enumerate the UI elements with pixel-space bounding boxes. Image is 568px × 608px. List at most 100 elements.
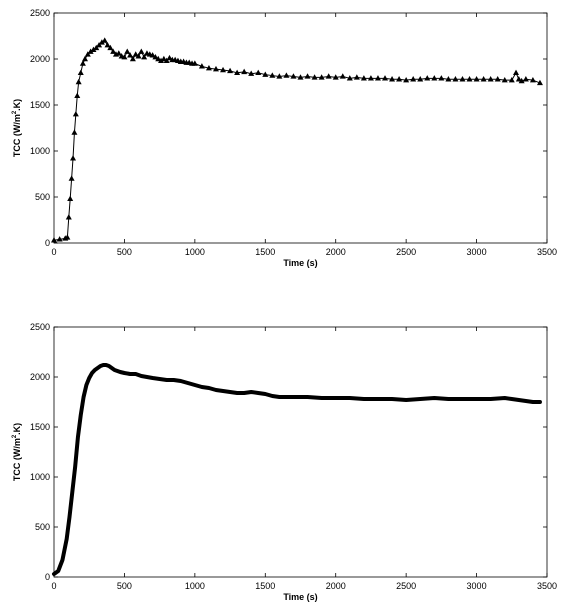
data-point-marker xyxy=(198,63,205,69)
data-point-marker xyxy=(529,76,536,83)
data-point-marker xyxy=(255,69,262,75)
x-axis-label: Time (s) xyxy=(283,592,317,602)
data-point-marker xyxy=(382,75,389,81)
data-point-marker xyxy=(283,72,290,78)
data-point-marker xyxy=(367,75,374,81)
data-point-marker xyxy=(297,74,304,80)
data-point-marker xyxy=(138,48,145,54)
y-axis-label: TCC (W/m2.K) xyxy=(12,99,22,157)
x-tick-label: 3500 xyxy=(537,247,557,257)
data-point-marker xyxy=(107,44,114,51)
x-tick-label: 1500 xyxy=(255,581,275,591)
data-point-marker xyxy=(417,76,424,82)
data-point-marker xyxy=(87,48,94,54)
x-tick-label: 2500 xyxy=(396,581,416,591)
data-point-marker xyxy=(227,67,234,74)
data-point-marker xyxy=(515,76,522,82)
data-point-marker xyxy=(304,73,311,79)
data-point-marker xyxy=(241,68,248,75)
data-point-marker xyxy=(339,73,346,79)
series-trace xyxy=(53,40,541,241)
series-group xyxy=(51,37,543,243)
data-point-marker xyxy=(360,75,367,81)
data-point-marker xyxy=(160,55,167,62)
data-point-marker xyxy=(501,76,508,83)
data-point-marker xyxy=(135,53,142,59)
data-point-marker xyxy=(205,65,212,71)
data-point-marker xyxy=(67,195,74,202)
y-tick-label: 0 xyxy=(45,572,50,582)
data-point-marker xyxy=(81,55,88,62)
data-point-marker xyxy=(110,48,117,54)
data-point-marker xyxy=(374,75,381,81)
data-point-marker xyxy=(431,75,438,81)
data-point-marker xyxy=(494,76,501,82)
data-point-marker xyxy=(522,76,529,82)
data-point-marker xyxy=(403,76,410,83)
data-point-marker xyxy=(346,75,353,81)
data-point-marker xyxy=(248,70,255,76)
data-point-marker xyxy=(410,76,417,82)
data-point-marker xyxy=(234,69,241,75)
y-tick-label: 2000 xyxy=(30,372,50,382)
data-point-marker xyxy=(452,76,459,82)
data-point-marker xyxy=(513,69,520,75)
data-point-marker xyxy=(508,76,515,83)
data-point-marker xyxy=(212,65,219,72)
x-axis-label: Time (s) xyxy=(283,258,317,268)
data-point-marker xyxy=(396,76,403,82)
plot-frame xyxy=(53,326,548,578)
y-tick-label: 1000 xyxy=(30,472,50,482)
data-point-marker xyxy=(424,75,431,81)
data-point-marker xyxy=(70,155,77,161)
series-group xyxy=(52,363,542,576)
data-point-marker xyxy=(72,111,79,117)
data-point-marker xyxy=(536,79,543,86)
data-point-marker xyxy=(166,54,173,61)
x-tick-label: 500 xyxy=(117,247,132,257)
data-point-marker xyxy=(276,73,283,79)
data-point-marker xyxy=(220,66,227,73)
data-point-marker xyxy=(79,60,86,66)
data-point-marker xyxy=(121,53,128,60)
data-point-marker xyxy=(84,51,91,57)
data-point-marker xyxy=(101,37,108,43)
y-tick-label: 2500 xyxy=(30,8,50,18)
data-point-marker xyxy=(71,129,78,135)
x-tick-label: 2000 xyxy=(326,581,346,591)
x-tick-label: 500 xyxy=(117,581,132,591)
data-point-marker xyxy=(68,175,75,181)
y-tick-label: 2500 xyxy=(30,322,50,332)
data-point-marker xyxy=(155,55,162,62)
plot-frame xyxy=(53,12,548,244)
data-point-marker xyxy=(129,55,136,62)
data-point-marker xyxy=(353,74,360,80)
data-point-marker xyxy=(158,57,165,64)
data-point-marker xyxy=(124,48,131,54)
y-tick-label: 500 xyxy=(35,192,50,202)
x-tick-label: 0 xyxy=(51,581,56,591)
data-point-marker xyxy=(480,76,487,82)
y-tick-label: 1500 xyxy=(30,100,50,110)
data-point-marker xyxy=(262,71,269,77)
y-tick-label: 1500 xyxy=(30,422,50,432)
data-point-marker xyxy=(132,51,139,57)
data-point-marker xyxy=(473,76,480,82)
data-point-marker xyxy=(64,234,71,240)
data-point-marker xyxy=(152,53,159,60)
y-tick-label: 1000 xyxy=(30,146,50,156)
data-point-marker xyxy=(77,69,84,75)
data-point-marker xyxy=(74,92,81,98)
data-point-marker xyxy=(389,76,396,82)
data-point-marker xyxy=(93,44,100,51)
data-point-marker xyxy=(115,50,122,56)
data-point-marker xyxy=(141,53,148,60)
x-tick-label: 1000 xyxy=(185,247,205,257)
y-axis-label: TCC (W/m2.K) xyxy=(12,423,22,481)
data-point-marker xyxy=(290,73,297,79)
data-point-marker xyxy=(56,236,63,242)
data-point-marker xyxy=(96,42,103,48)
data-point-marker xyxy=(191,60,198,66)
series-line xyxy=(52,363,542,576)
top-tcc-scatter-chart: 0 500 1000 1500 2000 2500 3000 3500 0 500 1000 1500… xyxy=(12,8,557,268)
